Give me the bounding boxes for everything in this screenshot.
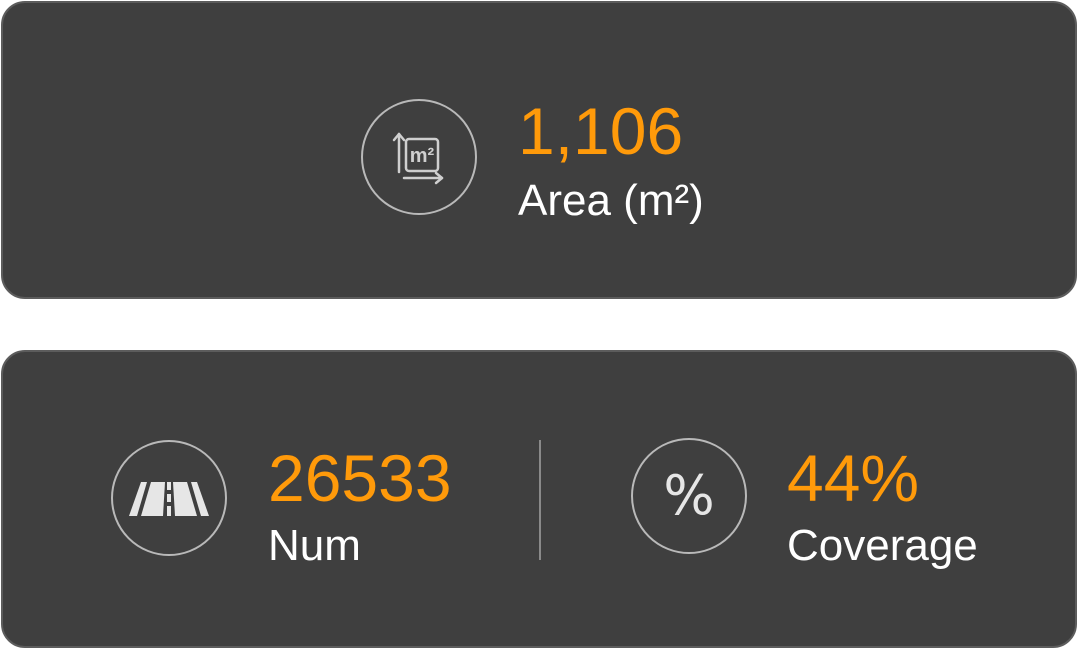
metric-divider xyxy=(539,440,541,560)
area-square-meter-icon: m² xyxy=(361,99,477,215)
road-glyph xyxy=(129,482,209,516)
road-icon xyxy=(111,440,227,556)
num-value: 26533 xyxy=(268,441,452,515)
area-value: 1,106 xyxy=(518,94,684,168)
coverage-value: 44% xyxy=(787,441,920,515)
area-label: Area (m²) xyxy=(518,176,704,225)
num-label: Num xyxy=(268,521,361,570)
area-card: m² 1,106 Area (m²) xyxy=(1,1,1077,299)
coverage-label: Coverage xyxy=(787,521,978,570)
area-icon-text: m² xyxy=(410,145,435,167)
percent-icon: % xyxy=(631,438,747,554)
stats-card: 26533 Num % 44% Coverage xyxy=(1,350,1077,648)
percent-icon-glyph: % xyxy=(663,464,715,527)
area-square-meter-glyph: m² xyxy=(392,132,444,185)
